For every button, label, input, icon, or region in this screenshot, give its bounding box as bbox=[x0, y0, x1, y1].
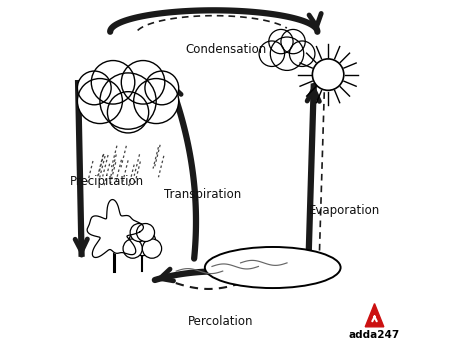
Circle shape bbox=[290, 41, 315, 67]
Circle shape bbox=[259, 41, 284, 67]
Text: adda247: adda247 bbox=[349, 330, 400, 341]
Polygon shape bbox=[87, 199, 144, 257]
Circle shape bbox=[142, 239, 162, 258]
Text: Evaporation: Evaporation bbox=[309, 204, 380, 217]
Circle shape bbox=[91, 60, 135, 104]
Circle shape bbox=[134, 78, 179, 123]
Circle shape bbox=[137, 224, 155, 242]
Text: Condensation: Condensation bbox=[186, 43, 267, 56]
Text: Precipitation: Precipitation bbox=[70, 175, 144, 188]
Circle shape bbox=[129, 229, 156, 256]
Polygon shape bbox=[365, 303, 384, 327]
Circle shape bbox=[269, 30, 293, 54]
Circle shape bbox=[100, 73, 156, 129]
Circle shape bbox=[108, 92, 149, 133]
Circle shape bbox=[130, 224, 148, 242]
Circle shape bbox=[77, 78, 122, 123]
Circle shape bbox=[121, 60, 165, 104]
Ellipse shape bbox=[205, 247, 341, 288]
Circle shape bbox=[123, 239, 142, 258]
Circle shape bbox=[145, 71, 179, 105]
Text: Transpiration: Transpiration bbox=[164, 188, 242, 201]
Circle shape bbox=[312, 59, 344, 90]
Circle shape bbox=[270, 37, 304, 71]
Text: Percolation: Percolation bbox=[188, 315, 254, 328]
Circle shape bbox=[77, 71, 111, 105]
Circle shape bbox=[281, 30, 305, 54]
